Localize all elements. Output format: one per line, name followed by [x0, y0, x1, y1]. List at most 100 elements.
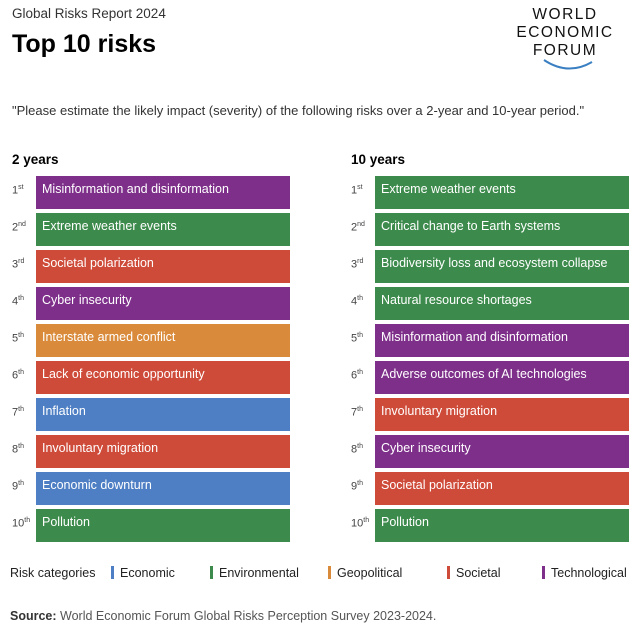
rank-number: 1	[351, 184, 358, 197]
legend-item: Technological	[542, 566, 627, 580]
logo-line-1: WORLD	[532, 6, 598, 23]
rank-label: 4th	[351, 287, 375, 320]
risk-row: 8th Cyber insecurity	[351, 435, 639, 468]
rank-suffix: th	[18, 480, 24, 487]
rank-suffix: nd	[357, 221, 365, 228]
rank-number: 2	[12, 221, 19, 234]
rank-label: 2nd	[351, 213, 375, 246]
rank-suffix: st	[357, 184, 363, 191]
risk-bar: Inflation	[36, 398, 290, 431]
risk-row: 1st Misinformation and disinformation	[12, 176, 302, 209]
risk-bar: Cyber insecurity	[36, 287, 290, 320]
rank-label: 8th	[351, 435, 375, 468]
rank-number: 10	[351, 517, 364, 530]
rank-suffix: th	[357, 332, 363, 339]
rank-label: 10th	[12, 509, 36, 542]
legend-item: Economic	[111, 566, 175, 580]
risk-bar: Involuntary migration	[36, 435, 290, 468]
column-heading: 10 years	[351, 152, 406, 167]
risk-row: 6th Adverse outcomes of AI technologies	[351, 361, 639, 394]
rank-number: 9	[12, 480, 19, 493]
rank-suffix: th	[357, 295, 363, 302]
rank-suffix: rd	[357, 258, 364, 265]
risk-row: 2nd Extreme weather events	[12, 213, 302, 246]
rank-suffix: th	[357, 443, 363, 450]
source-note: Source: World Economic Forum Global Risk…	[10, 609, 436, 623]
rank-number: 5	[12, 332, 19, 345]
rank-label: 7th	[12, 398, 36, 431]
rank-suffix: th	[18, 295, 24, 302]
source-label: Source:	[10, 609, 57, 623]
rank-number: 8	[12, 443, 19, 456]
risk-bar: Societal polarization	[36, 250, 290, 283]
rank-suffix: th	[24, 517, 31, 524]
rank-label: 1st	[12, 176, 36, 209]
logo-line-3: FORUM	[532, 42, 598, 59]
risk-row: 4th Cyber insecurity	[12, 287, 302, 320]
rank-number: 3	[351, 258, 358, 271]
logo-line-2: ECONOMIC	[516, 24, 614, 41]
column-2-years: 2 years 1st Misinformation and disinforma…	[12, 152, 290, 542]
legend-title: Risk categories	[10, 566, 96, 580]
legend-swatch	[210, 566, 213, 579]
risk-row: 7th Inflation	[12, 398, 302, 431]
legend-item: Geopolitical	[328, 566, 402, 580]
rank-label: 10th	[351, 509, 375, 542]
rank-number: 5	[351, 332, 358, 345]
rank-suffix: th	[18, 369, 24, 376]
rank-number: 7	[12, 406, 19, 419]
risk-row: 4th Natural resource shortages	[351, 287, 639, 320]
source-text: World Economic Forum Global Risks Percep…	[60, 609, 437, 623]
column-10-years: 10 years 1st Extreme weather events 2nd Cri…	[351, 152, 629, 542]
legend-swatch	[542, 566, 545, 579]
risk-row: 3rd Societal polarization	[12, 250, 302, 283]
rank-number: 7	[351, 406, 358, 419]
rank-label: 9th	[351, 472, 375, 505]
rank-suffix: th	[18, 406, 24, 413]
legend-label: Economic	[120, 566, 175, 580]
risk-bar: Biodiversity loss and ecosystem collapse	[375, 250, 629, 283]
rank-suffix: th	[363, 517, 370, 524]
rank-label: 6th	[351, 361, 375, 394]
risk-row: 9th Societal polarization	[351, 472, 639, 505]
legend-swatch	[328, 566, 331, 579]
risk-row: 7th Involuntary migration	[351, 398, 639, 431]
legend-swatch	[447, 566, 450, 579]
risk-bar: Pollution	[36, 509, 290, 542]
risk-bar: Lack of economic opportunity	[36, 361, 290, 394]
rank-suffix: th	[357, 369, 363, 376]
rank-number: 4	[12, 295, 19, 308]
risk-bar: Extreme weather events	[36, 213, 290, 246]
rank-number: 2	[351, 221, 358, 234]
rank-label: 9th	[12, 472, 36, 505]
rank-number: 4	[351, 295, 358, 308]
rank-suffix: th	[357, 480, 363, 487]
legend-label: Technological	[551, 566, 627, 580]
risk-row: 8th Involuntary migration	[12, 435, 302, 468]
rank-label: 3rd	[12, 250, 36, 283]
risk-bar: Critical change to Earth systems	[375, 213, 629, 246]
risk-bar: Cyber insecurity	[375, 435, 629, 468]
risk-bar: Natural resource shortages	[375, 287, 629, 320]
rank-suffix: st	[18, 184, 24, 191]
risk-bar: Economic downturn	[36, 472, 290, 505]
rank-suffix: nd	[18, 221, 26, 228]
rank-label: 6th	[12, 361, 36, 394]
legend-item: Environmental	[210, 566, 299, 580]
rank-label: 5th	[351, 324, 375, 357]
rank-suffix: th	[357, 406, 363, 413]
rank-label: 5th	[12, 324, 36, 357]
risk-bar: Involuntary migration	[375, 398, 629, 431]
legend-item: Societal	[447, 566, 500, 580]
risk-row: 3rd Biodiversity loss and ecosystem colla…	[351, 250, 639, 283]
rank-number: 1	[12, 184, 19, 197]
risk-bar: Pollution	[375, 509, 629, 542]
survey-question: "Please estimate the likely impact (seve…	[12, 103, 585, 118]
risk-row: 10th Pollution	[351, 509, 639, 542]
risk-bar: Misinformation and disinformation	[375, 324, 629, 357]
risk-row: 6th Lack of economic opportunity	[12, 361, 302, 394]
rank-label: 3rd	[351, 250, 375, 283]
risk-bar: Misinformation and disinformation	[36, 176, 290, 209]
rank-number: 8	[351, 443, 358, 456]
rank-number: 6	[351, 369, 358, 382]
